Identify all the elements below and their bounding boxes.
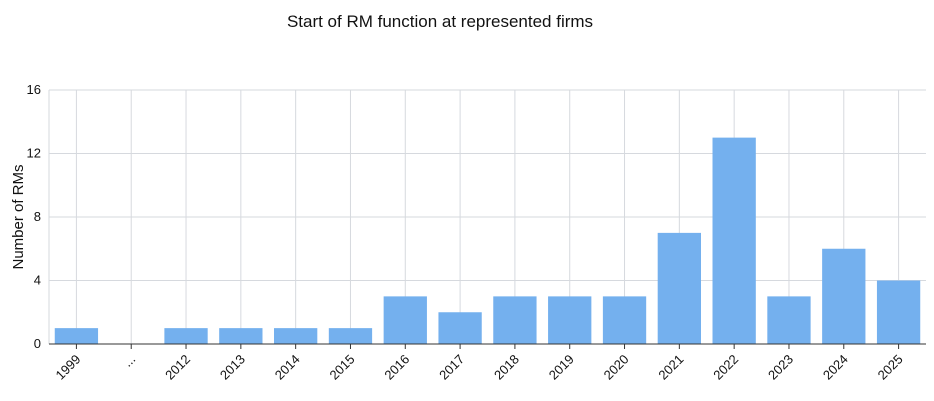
- bar-2014: [274, 328, 318, 344]
- x-tick-label: 2012: [162, 352, 193, 383]
- bar-2016: [383, 296, 427, 344]
- bar-2021: [657, 232, 701, 344]
- y-tick-label: 8: [34, 209, 41, 224]
- y-tick-label: 0: [34, 336, 41, 351]
- y-axis: 0 4 8 12 16: [27, 82, 41, 351]
- chart-title: Start of RM function at represented firm…: [286, 12, 594, 31]
- x-tick-label: 1999: [52, 352, 83, 383]
- bar-2012: [164, 328, 208, 344]
- bar-2017: [438, 312, 482, 344]
- x-axis: 1999... 2012 2013 2014 2015 2016 2017 2018 2019 2…: [49, 343, 926, 383]
- bar-2018: [493, 296, 537, 344]
- x-tick-label: 2023: [765, 352, 796, 383]
- x-tick-label: 2013: [217, 352, 248, 383]
- y-tick-label: 4: [34, 273, 41, 288]
- bar-2013: [219, 328, 263, 344]
- x-tick-label: 2015: [327, 352, 358, 383]
- bar-2020: [602, 296, 647, 344]
- bar-2023: [767, 296, 811, 344]
- x-tick-label: 2021: [655, 352, 686, 383]
- y-axis-title: Number of RMs: [10, 164, 27, 269]
- x-tick-label: 2017: [436, 352, 467, 383]
- x-tick-label: 2018: [491, 352, 522, 383]
- x-tick-label: 2014: [272, 352, 303, 383]
- x-tick-label: ...: [120, 352, 138, 370]
- bar-2019: [548, 296, 592, 344]
- bar-1999: [54, 328, 99, 344]
- bar-2024: [822, 248, 866, 344]
- y-tick-label: 12: [27, 146, 41, 161]
- bars: [54, 137, 921, 344]
- bar-2022: [712, 137, 756, 344]
- bar-2025: [876, 280, 921, 344]
- y-tick-label: 16: [27, 82, 41, 97]
- x-tick-label: 2024: [820, 352, 851, 383]
- x-tick-label: 2019: [546, 352, 577, 383]
- x-tick-label: 2022: [710, 352, 741, 383]
- x-tick-label: 2025: [875, 352, 906, 383]
- x-tick-label: 2020: [601, 352, 632, 383]
- x-tick-label: 2016: [381, 352, 412, 383]
- bar-2015: [328, 328, 373, 344]
